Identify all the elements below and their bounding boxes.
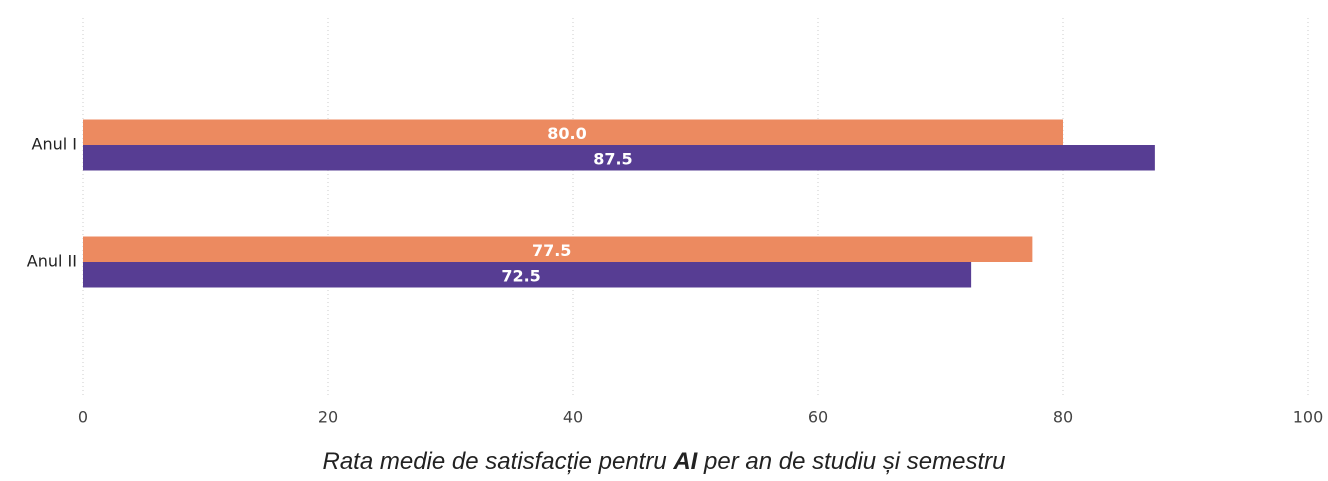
- bar: [83, 262, 972, 288]
- bar: [83, 119, 1063, 145]
- bar-value-label: 87.5: [593, 149, 632, 168]
- chart-caption: Rata medie de satisfacție pentru AI per …: [322, 448, 1005, 475]
- caption-part: per an de studiu și semestru: [697, 448, 1005, 475]
- bar-value-label: 80.0: [547, 124, 586, 143]
- x-tick-label: 80: [1053, 408, 1073, 427]
- y-tick-label: Anul II: [27, 252, 77, 271]
- x-tick-label: 0: [78, 408, 88, 427]
- x-tick-label: 20: [318, 408, 338, 427]
- bar: [83, 145, 1155, 171]
- bar: [83, 236, 1033, 262]
- bar-value-label: 72.5: [501, 266, 540, 285]
- caption-part: AI: [672, 448, 698, 475]
- x-tick-label: 100: [1293, 408, 1324, 427]
- caption-part: Rata medie de satisfacție pentru: [322, 448, 673, 475]
- x-tick-label: 40: [563, 408, 583, 427]
- bar-value-label: 77.5: [532, 241, 571, 260]
- y-tick-label: Anul I: [32, 135, 77, 154]
- x-tick-label: 60: [808, 408, 828, 427]
